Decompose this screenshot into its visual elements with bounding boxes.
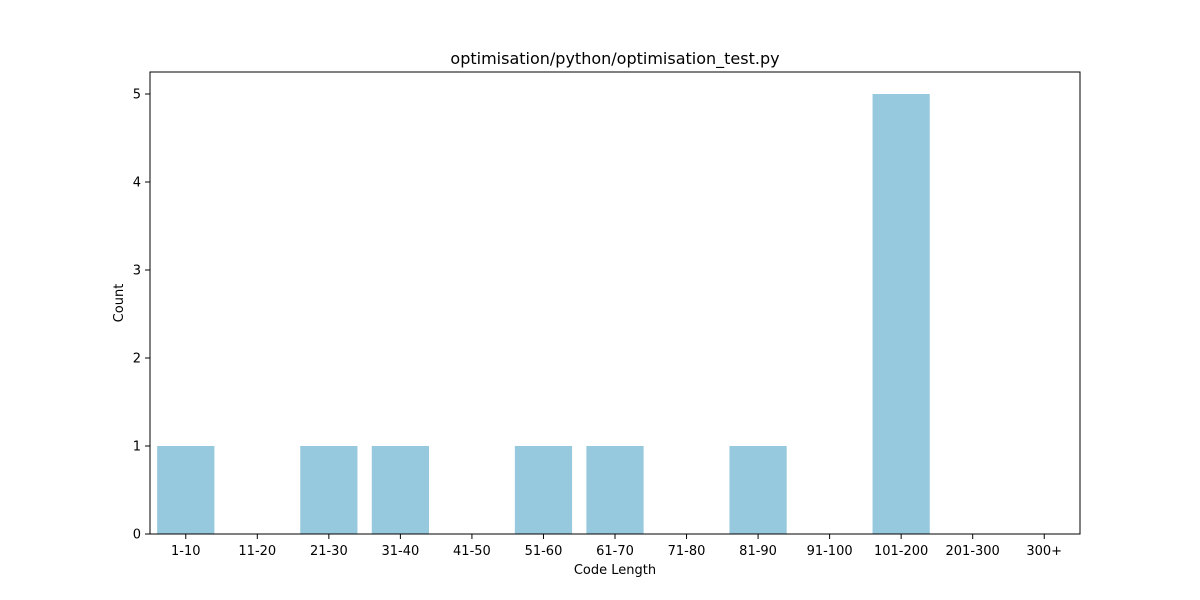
- x-tick-label: 51-60: [525, 544, 563, 559]
- bar-101-200: [872, 94, 930, 534]
- bar-61-70: [586, 446, 644, 534]
- x-tick-label: 91-100: [807, 544, 853, 559]
- x-tick-label: 31-40: [381, 544, 419, 559]
- x-tick-label: 71-80: [668, 544, 706, 559]
- y-axis-label: Count: [112, 284, 127, 323]
- x-axis-ticks: 1-10 11-20 21-30 31-40 41-50 51-60 61-70 71-80 8…: [171, 534, 1062, 559]
- x-tick-label: 21-30: [310, 544, 348, 559]
- y-tick-label: 1: [133, 440, 141, 455]
- y-tick-label: 0: [133, 528, 141, 543]
- bar-31-40: [371, 446, 429, 534]
- y-tick-label: 4: [133, 176, 141, 191]
- x-tick-label: 61-70: [596, 544, 634, 559]
- x-tick-label: 300+: [1026, 544, 1062, 559]
- y-tick-label: 2: [133, 352, 141, 367]
- chart-title: optimisation/python/optimisation_test.py: [450, 49, 779, 69]
- bar-51-60: [514, 446, 573, 534]
- y-tick-label: 3: [133, 264, 141, 279]
- y-axis-ticks: 0 1 2 3 4 5: [133, 88, 150, 543]
- x-tick-label: 101-200: [874, 544, 928, 559]
- bar-81-90: [729, 446, 787, 534]
- x-tick-label: 11-20: [238, 544, 276, 559]
- plot-frame: [149, 71, 1081, 535]
- x-axis-label: Code Length: [574, 563, 656, 578]
- x-tick-label: 201-300: [946, 544, 1000, 559]
- bar-21-30: [300, 446, 358, 534]
- y-tick-label: 5: [133, 88, 141, 103]
- bar-1-10: [157, 446, 215, 534]
- x-tick-label: 1-10: [171, 544, 201, 559]
- x-tick-label: 81-90: [739, 544, 777, 559]
- bars-group: [157, 94, 930, 534]
- x-tick-label: 41-50: [453, 544, 491, 559]
